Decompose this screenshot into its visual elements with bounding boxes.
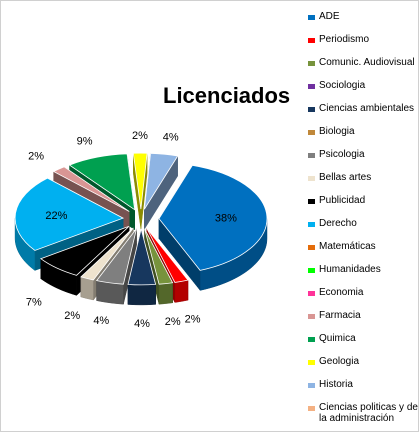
legend-item: Quimica (306, 331, 418, 354)
legend-item: Humanidades (306, 262, 418, 285)
legend-label: Bellas artes (319, 172, 372, 183)
legend-swatch (308, 153, 315, 158)
data-label: 7% (26, 296, 42, 308)
data-label: 4% (93, 315, 109, 327)
data-label: 2% (165, 316, 181, 328)
legend-label: Matemáticas (319, 241, 376, 252)
legend-item: Bellas artes (306, 170, 418, 193)
legend-swatch (308, 15, 315, 20)
pie-slice (132, 152, 148, 230)
legend-label: Psicologia (319, 149, 365, 160)
legend-label: Ciencias politicas y de la administració… (319, 402, 418, 424)
legend-label: Publicidad (319, 195, 366, 206)
legend-swatch (308, 176, 315, 181)
data-label: 2% (64, 310, 80, 322)
data-label: 9% (77, 136, 93, 148)
legend-item: Geologia (306, 354, 418, 377)
data-label: 4% (163, 132, 179, 144)
legend-item: Derecho (306, 216, 418, 239)
legend-item: Farmacia (306, 308, 418, 331)
legend-swatch (308, 314, 315, 319)
legend-item: Psicologia (306, 147, 418, 170)
data-label: 2% (185, 313, 201, 325)
legend-label: Ciencias ambientales (319, 103, 415, 114)
legend-item: Publicidad (306, 193, 418, 216)
legend-swatch (308, 84, 315, 89)
legend-label: Economia (319, 287, 364, 298)
pie-slice (95, 227, 137, 305)
legend-swatch (308, 107, 315, 112)
legend-label: Comunic. Audiovisual (319, 57, 415, 68)
legend-item: Comunic. Audiovisual (306, 55, 418, 78)
legend-swatch (308, 360, 315, 365)
data-label: 2% (132, 130, 148, 142)
legend-label: Geologia (319, 356, 360, 367)
legend-item: Economia (306, 285, 418, 308)
legend-label: Farmacia (319, 310, 361, 321)
legend-item: Periodismo (306, 32, 418, 55)
data-label: 38% (215, 212, 237, 224)
legend-item: Sociologia (306, 78, 418, 101)
legend-swatch (308, 291, 315, 296)
legend-item: Ciencias ambientales (306, 101, 418, 124)
chart-title: Licenciados (163, 83, 291, 108)
pie-slice (158, 164, 268, 292)
legend-swatch (308, 199, 315, 204)
legend-swatch (308, 38, 315, 43)
legend-swatch (308, 245, 315, 250)
legend-swatch (308, 130, 315, 135)
pie-chart: 2% 4% 9% 2% 22% 38% 7% 2% 2% 4% 2% 4% (14, 130, 268, 330)
data-label: 4% (134, 318, 150, 330)
pie-slice (143, 152, 179, 231)
legend-swatch (308, 61, 315, 66)
legend-item: ADE (306, 9, 418, 32)
legend: ADE Periodismo Comunic. Audiovisual Sociolo… (306, 9, 418, 424)
legend-item: Ciencias politicas y de la administració… (306, 400, 418, 424)
legend-swatch (308, 406, 315, 411)
legend-label: Biologia (319, 126, 355, 137)
legend-label: Periodismo (319, 34, 370, 45)
legend-label: Sociologia (319, 80, 366, 91)
legend-label: Derecho (319, 218, 357, 229)
legend-label: Historia (319, 379, 353, 390)
data-label: 2% (28, 151, 44, 163)
legend-label: ADE (319, 11, 340, 22)
legend-swatch (308, 383, 315, 388)
pie-slice (127, 228, 157, 306)
legend-label: Humanidades (319, 264, 381, 275)
legend-item: Matemáticas (306, 239, 418, 262)
legend-label: Quimica (319, 333, 356, 344)
legend-item: Biologia (306, 124, 418, 147)
data-label: 22% (45, 210, 67, 222)
legend-item: Historia (306, 377, 418, 400)
legend-swatch (308, 337, 315, 342)
legend-swatch (308, 222, 315, 227)
pie-slice (144, 228, 174, 305)
legend-swatch (308, 268, 315, 273)
